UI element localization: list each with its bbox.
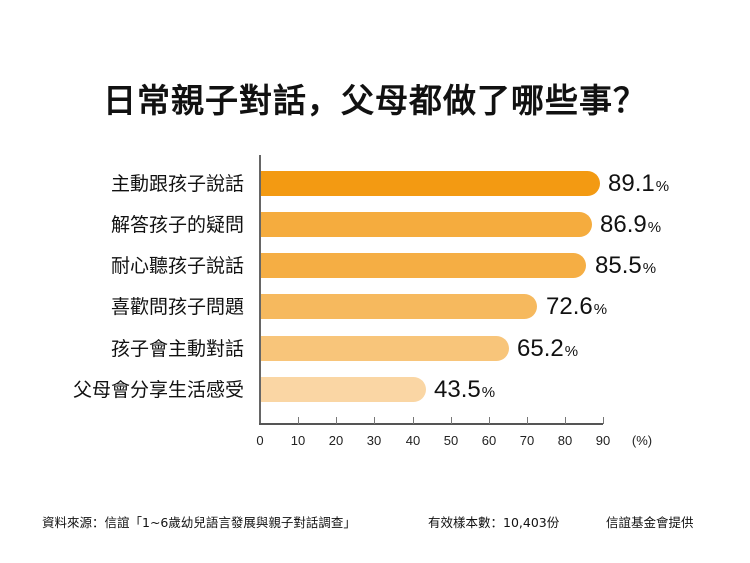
bar: [261, 294, 537, 319]
source-note: 資料來源：信誼「1~6歲幼兒語言發展與親子對話調查」: [42, 515, 356, 530]
x-tick-label: 40: [405, 433, 421, 448]
x-tick: [298, 417, 299, 424]
bar: [261, 212, 592, 237]
bar: [261, 171, 600, 196]
x-tick-label: 60: [481, 433, 497, 448]
provider-note: 信誼基金會提供: [606, 515, 694, 530]
x-tick-label: 0: [256, 433, 264, 448]
bar: [261, 336, 509, 361]
x-tick: [489, 417, 490, 424]
x-tick-label: 70: [519, 433, 535, 448]
chart-title: 日常親子對話，父母都做了哪些事？: [103, 81, 647, 120]
x-tick: [451, 417, 452, 424]
value-label: 85.5%: [595, 252, 657, 279]
bar: [261, 377, 426, 402]
x-tick: [565, 417, 566, 424]
category-label: 孩子會主動對話: [110, 338, 244, 360]
value-label: 86.9%: [600, 211, 662, 238]
x-tick-label: 90: [595, 433, 611, 448]
category-label: 耐心聽孩子說話: [110, 255, 244, 277]
y-axis-line: [259, 155, 261, 424]
bar: [261, 253, 586, 278]
x-tick: [603, 417, 604, 424]
x-tick: [374, 417, 375, 424]
x-tick-label: 30: [366, 433, 382, 448]
x-tick: [413, 417, 414, 424]
x-tick-label: 80: [557, 433, 573, 448]
sample-size-note: 有效樣本數：10,403份: [428, 515, 560, 530]
x-tick-label: 10: [290, 433, 306, 448]
x-tick: [527, 417, 528, 424]
value-label: 72.6%: [546, 293, 608, 320]
x-unit-label: (%): [631, 433, 653, 448]
x-axis-line: [259, 423, 603, 425]
category-label: 喜歡問孩子問題: [110, 296, 244, 318]
x-tick-label: 20: [328, 433, 344, 448]
category-label: 解答孩子的疑問: [110, 214, 244, 236]
value-label: 65.2%: [517, 335, 579, 362]
value-label: 89.1%: [608, 170, 670, 197]
x-tick-label: 50: [443, 433, 459, 448]
value-label: 43.5%: [434, 376, 496, 403]
category-label: 主動跟孩子說話: [110, 173, 244, 195]
category-label: 父母會分享生活感受: [72, 379, 244, 401]
x-tick: [336, 417, 337, 424]
